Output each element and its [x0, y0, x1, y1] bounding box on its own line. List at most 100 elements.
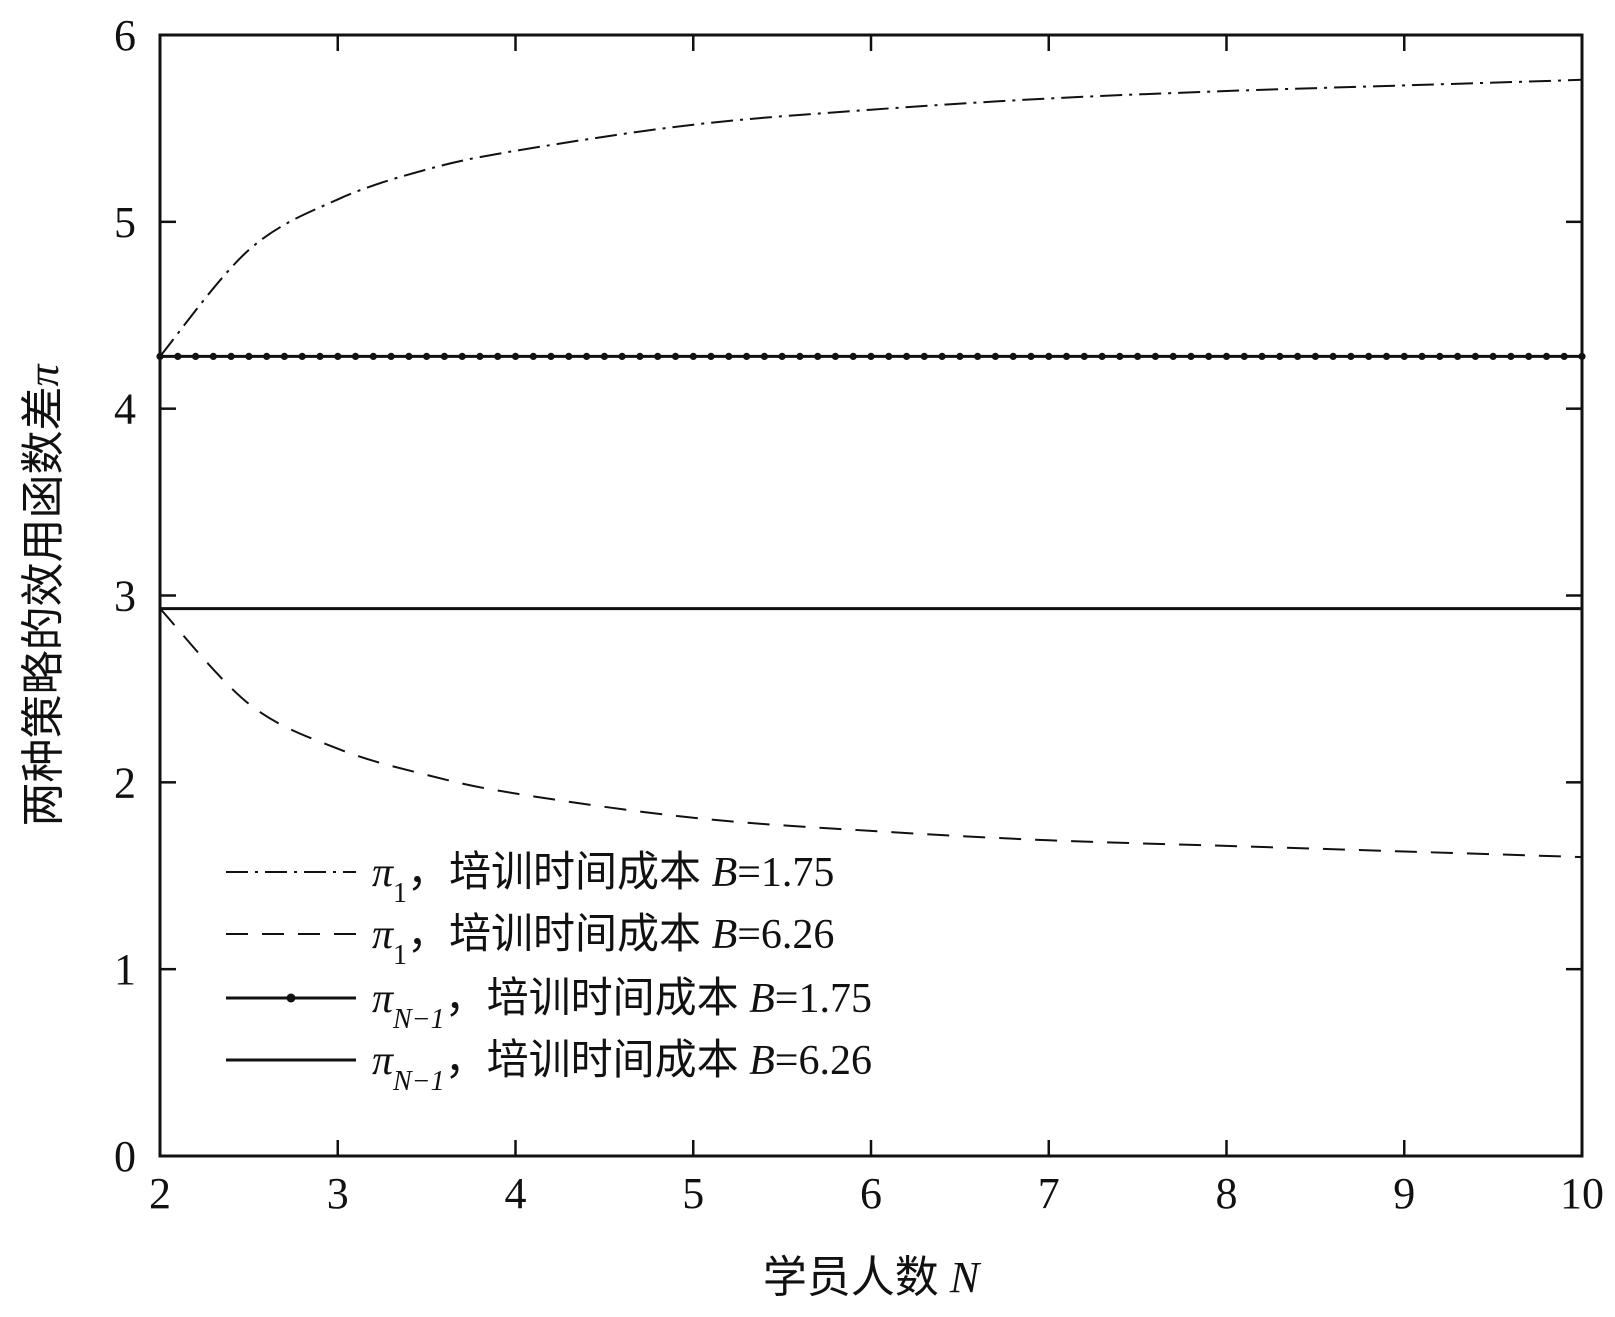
series-point-3 — [1418, 352, 1426, 360]
series-point-3 — [280, 352, 288, 360]
y-tick-label: 3 — [114, 572, 136, 621]
series-point-3 — [903, 352, 911, 360]
series-point-3 — [1276, 352, 1284, 360]
series-point-3 — [671, 352, 680, 360]
legend-text: ，培训时间成本 — [407, 912, 712, 958]
x-axis-title-var: N — [949, 1253, 982, 1302]
series-point-3 — [1062, 352, 1071, 360]
series-point-3 — [227, 352, 235, 360]
legend-param-var: B — [749, 1038, 775, 1084]
legend-param-value: =6.26 — [775, 1038, 872, 1084]
legend-label-4: πN−1，培训时间成本 B=6.26 — [372, 1038, 872, 1097]
legend-subscript: 1 — [393, 878, 407, 909]
legend-param-value: =1.75 — [737, 850, 834, 896]
series-point-3 — [1507, 352, 1515, 360]
series-point-3 — [440, 352, 448, 360]
series-point-3 — [1329, 352, 1337, 360]
y-tick-label: 0 — [114, 1132, 136, 1181]
y-axis-title-var: π — [19, 363, 68, 387]
series-point-3 — [1009, 352, 1017, 360]
series-point-3 — [636, 352, 644, 360]
series-point-3 — [1151, 352, 1159, 360]
series-point-3 — [494, 352, 502, 360]
series-line-1 — [159, 78, 1583, 358]
x-tick-label: 8 — [1216, 1169, 1238, 1218]
legend-label-2: π1，培训时间成本 B=6.26 — [372, 912, 834, 971]
legend-text: ，培训时间成本 — [407, 850, 712, 896]
series-point-3 — [600, 352, 609, 360]
series-point-3 — [956, 352, 964, 360]
series-point-3 — [1205, 352, 1213, 360]
series-point-3 — [209, 352, 217, 360]
x-tick-label: 6 — [860, 1169, 882, 1218]
legend-subscript: 1 — [393, 940, 407, 971]
series-point-3 — [991, 352, 1000, 360]
series-point-3 — [263, 352, 271, 360]
series-point-3 — [725, 352, 733, 360]
series-point-3 — [743, 352, 751, 360]
x-tick-label: 5 — [682, 1169, 704, 1218]
y-tick-label: 2 — [114, 758, 136, 807]
series-point-3 — [1080, 352, 1088, 360]
series-point-3 — [334, 352, 342, 360]
y-axis-title-text: 两种策略的效用函数差 — [19, 387, 68, 827]
y-tick-label: 1 — [114, 945, 136, 994]
series-point-3 — [529, 352, 537, 360]
series-layer — [156, 78, 1586, 859]
series-point-3 — [565, 352, 573, 360]
x-tick-label: 10 — [1560, 1169, 1604, 1218]
y-tick-label: 6 — [114, 11, 136, 60]
series-point-3 — [707, 352, 715, 360]
series-point-3 — [1222, 352, 1231, 360]
plot-frame — [158, 33, 1584, 1158]
series-point-3 — [583, 352, 591, 360]
x-axis-title: 学员人数 N — [763, 1253, 982, 1302]
series-point-3 — [192, 352, 200, 360]
series-point-3 — [547, 352, 555, 360]
series-point-3 — [1471, 352, 1479, 360]
series-point-3 — [1027, 352, 1035, 360]
series-point-3 — [298, 352, 306, 360]
x-axis-title-text: 学员人数 — [763, 1253, 939, 1302]
series-point-3 — [174, 352, 182, 360]
legend-text: ，培训时间成本 — [445, 1038, 750, 1084]
series-point-3 — [476, 352, 484, 360]
legend-param-var: B — [712, 912, 738, 958]
x-tick-label: 3 — [327, 1169, 349, 1218]
series-point-3 — [1489, 352, 1497, 360]
legend-subscript: N−1 — [392, 1066, 445, 1097]
legend-subscript: N−1 — [392, 1004, 445, 1035]
legend-label-1: π1，培训时间成本 B=1.75 — [372, 850, 834, 909]
series-point-3 — [1382, 352, 1391, 360]
series-point-3 — [796, 352, 804, 360]
series-point-3 — [867, 352, 875, 360]
series-point-3 — [814, 352, 822, 360]
series-point-3 — [938, 352, 946, 360]
series-point-3 — [1347, 352, 1355, 360]
x-tick-label: 7 — [1038, 1169, 1060, 1218]
series-point-3 — [316, 352, 324, 360]
series-point-3 — [849, 352, 857, 360]
series-point-3 — [351, 352, 360, 360]
series-point-3 — [1294, 352, 1302, 360]
series-point-3 — [885, 352, 893, 360]
series-point-3 — [689, 352, 697, 360]
series-point-3 — [831, 352, 840, 360]
series-point-3 — [1400, 352, 1408, 360]
legend-param-value: =6.26 — [737, 912, 834, 958]
series-point-3 — [1365, 352, 1373, 360]
x-tick-label: 9 — [1393, 1169, 1415, 1218]
series-point-3 — [760, 352, 769, 360]
y-tick-label: 4 — [114, 385, 136, 434]
series-point-3 — [1045, 352, 1053, 360]
legend-symbol: π — [372, 976, 394, 1022]
series-point-3 — [1436, 352, 1444, 360]
legend-param-var: B — [712, 850, 738, 896]
series-point-3 — [423, 352, 431, 360]
series-point-3 — [1098, 352, 1106, 360]
tick-layer: 2 3 4 5 6 7 8 9 10 0 1 2 3 4 5 6 — [114, 11, 1604, 1218]
series-point-3 — [1258, 352, 1266, 360]
y-tick-label: 5 — [114, 198, 136, 247]
